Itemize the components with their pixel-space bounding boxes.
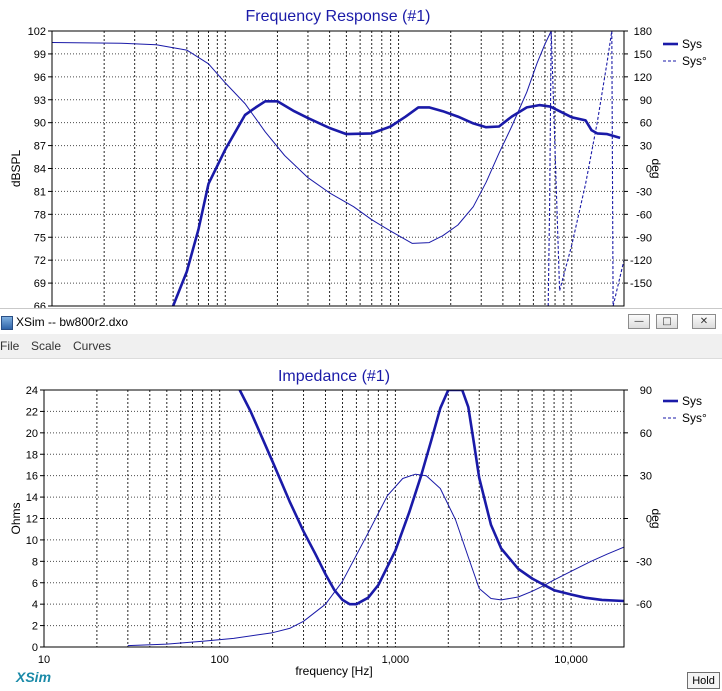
window-titlebar: XSim -- bw800r2.dxo — □ ✕ xyxy=(0,308,722,335)
phase-series-line xyxy=(547,31,614,306)
left-tick-label: 22 xyxy=(26,406,38,418)
right-tick-label: -150 xyxy=(630,278,652,290)
right-tick-label: -30 xyxy=(636,186,652,198)
left-tick-label: 10 xyxy=(26,535,38,547)
left-tick-label: 96 xyxy=(34,72,46,84)
left-tick-label: 18 xyxy=(26,449,38,461)
left-tick-label: 81 xyxy=(34,186,46,198)
x-tick-label: 1,000 xyxy=(382,654,410,666)
y-axis-label: Ohms xyxy=(9,502,23,534)
left-tick-label: 93 xyxy=(34,95,46,107)
left-tick-label: 69 xyxy=(34,278,46,290)
x-tick-label: 10,000 xyxy=(554,654,588,666)
menu-bar: File Scale Curves xyxy=(0,334,722,359)
left-tick-label: 84 xyxy=(34,164,46,176)
chart-title: Impedance (#1) xyxy=(278,368,390,385)
right-tick-label: -90 xyxy=(636,232,652,244)
left-tick-label: 8 xyxy=(32,556,38,568)
y2-axis-label: deg xyxy=(649,508,663,528)
menu-scale[interactable]: Scale xyxy=(31,339,62,353)
left-tick-label: 12 xyxy=(26,514,38,526)
left-tick-label: 4 xyxy=(32,599,38,611)
legend-label: Sys xyxy=(682,394,702,408)
left-tick-label: 90 xyxy=(34,118,46,130)
x-tick-label: 10 xyxy=(38,654,50,666)
hold-button[interactable]: Hold xyxy=(687,672,720,689)
phase-series-line xyxy=(127,473,624,647)
right-tick-label: 120 xyxy=(634,72,652,84)
legend-label: Sys° xyxy=(682,411,707,425)
right-tick-label: 90 xyxy=(640,385,652,397)
legend-label: Sys° xyxy=(682,54,707,68)
magnitude-series-line xyxy=(238,390,624,606)
left-tick-label: 6 xyxy=(32,578,38,590)
maximize-button[interactable]: □ xyxy=(656,314,678,329)
y2-axis-label: deg xyxy=(649,158,663,178)
y-axis-label: dBSPL xyxy=(9,149,23,187)
chart-title: Frequency Response (#1) xyxy=(246,8,431,25)
left-tick-label: 72 xyxy=(34,255,46,267)
frequency-response-chart: 66 69 72 75 78 81 84 87 90 93 96 99 102 -150 -120 -90 -6… xyxy=(9,8,707,308)
x-tick-label: 100 xyxy=(211,654,229,666)
left-tick-label: 20 xyxy=(26,428,38,440)
right-tick-label: -120 xyxy=(630,255,652,267)
app-icon xyxy=(1,316,13,330)
right-tick-label: 90 xyxy=(640,95,652,107)
left-tick-label: 102 xyxy=(28,26,46,38)
right-tick-label: 30 xyxy=(640,141,652,153)
right-tick-label: 150 xyxy=(634,49,652,61)
left-tick-label: 2 xyxy=(32,621,38,633)
left-tick-label: 66 xyxy=(34,301,46,308)
phase-series-line xyxy=(52,31,552,244)
x-axis-label: frequency [Hz] xyxy=(295,664,372,678)
left-tick-label: 99 xyxy=(34,49,46,61)
right-tick-label: -60 xyxy=(636,209,652,221)
close-button[interactable]: ✕ xyxy=(692,314,716,329)
right-tick-label: 30 xyxy=(640,471,652,483)
left-tick-label: 14 xyxy=(26,492,38,504)
phase-series-line xyxy=(612,260,624,306)
right-tick-label: -60 xyxy=(636,599,652,611)
minimize-button[interactable]: — xyxy=(628,314,650,329)
right-tick-label: 60 xyxy=(640,118,652,130)
left-tick-label: 87 xyxy=(34,141,46,153)
left-tick-label: 78 xyxy=(34,209,46,221)
magnitude-series-line xyxy=(171,100,621,306)
right-tick-label: 0 xyxy=(646,514,652,526)
legend-label: Sys xyxy=(682,37,702,51)
right-tick-label: -30 xyxy=(636,556,652,568)
right-tick-label: 0 xyxy=(646,164,652,176)
left-tick-label: 24 xyxy=(26,385,38,397)
menu-curves[interactable]: Curves xyxy=(73,339,112,353)
right-tick-label: 60 xyxy=(640,428,652,440)
xsim-logo: XSim xyxy=(16,669,52,685)
left-tick-label: 0 xyxy=(32,642,38,654)
window-title: XSim -- bw800r2.dxo xyxy=(16,315,129,329)
menu-file[interactable]: File xyxy=(0,339,20,353)
left-tick-label: 16 xyxy=(26,471,38,483)
right-tick-label: 180 xyxy=(634,26,652,38)
left-tick-label: 75 xyxy=(34,232,46,244)
